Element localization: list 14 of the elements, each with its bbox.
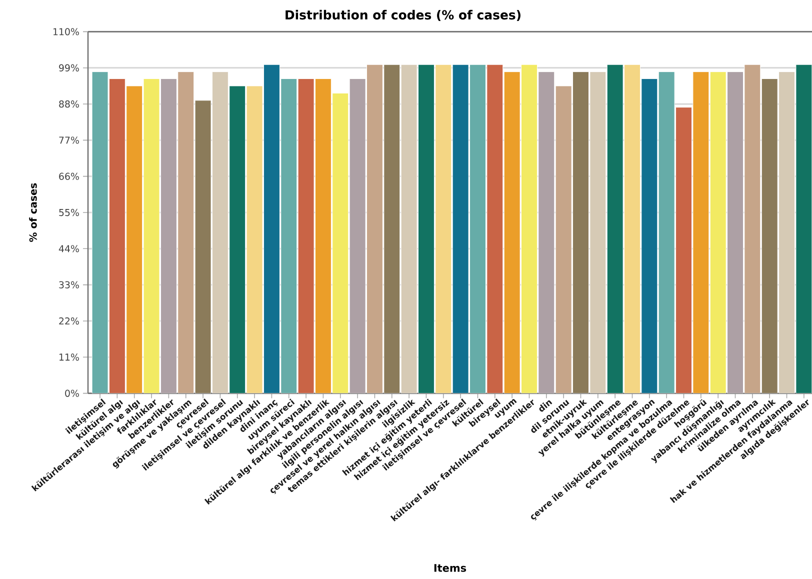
y-axis-title: % of cases <box>29 183 37 242</box>
chart-title: Distribution of codes (% of cases) <box>286 10 520 22</box>
y-tick-label: 33% <box>59 281 79 288</box>
x-axis-title: Items <box>434 564 466 572</box>
y-tick-label: 66% <box>59 172 79 180</box>
y-tick-label: 110% <box>53 28 79 36</box>
y-tick-label: 55% <box>59 208 79 216</box>
y-tick-label: 0% <box>65 390 79 397</box>
y-tick-label: 99% <box>59 64 79 72</box>
y-tick-label: 22% <box>59 317 79 325</box>
y-tick-label: 77% <box>59 136 79 144</box>
y-tick-label: 44% <box>58 245 79 252</box>
y-tick-label: 11% <box>59 354 79 361</box>
y-tick-label: 88% <box>59 100 79 108</box>
